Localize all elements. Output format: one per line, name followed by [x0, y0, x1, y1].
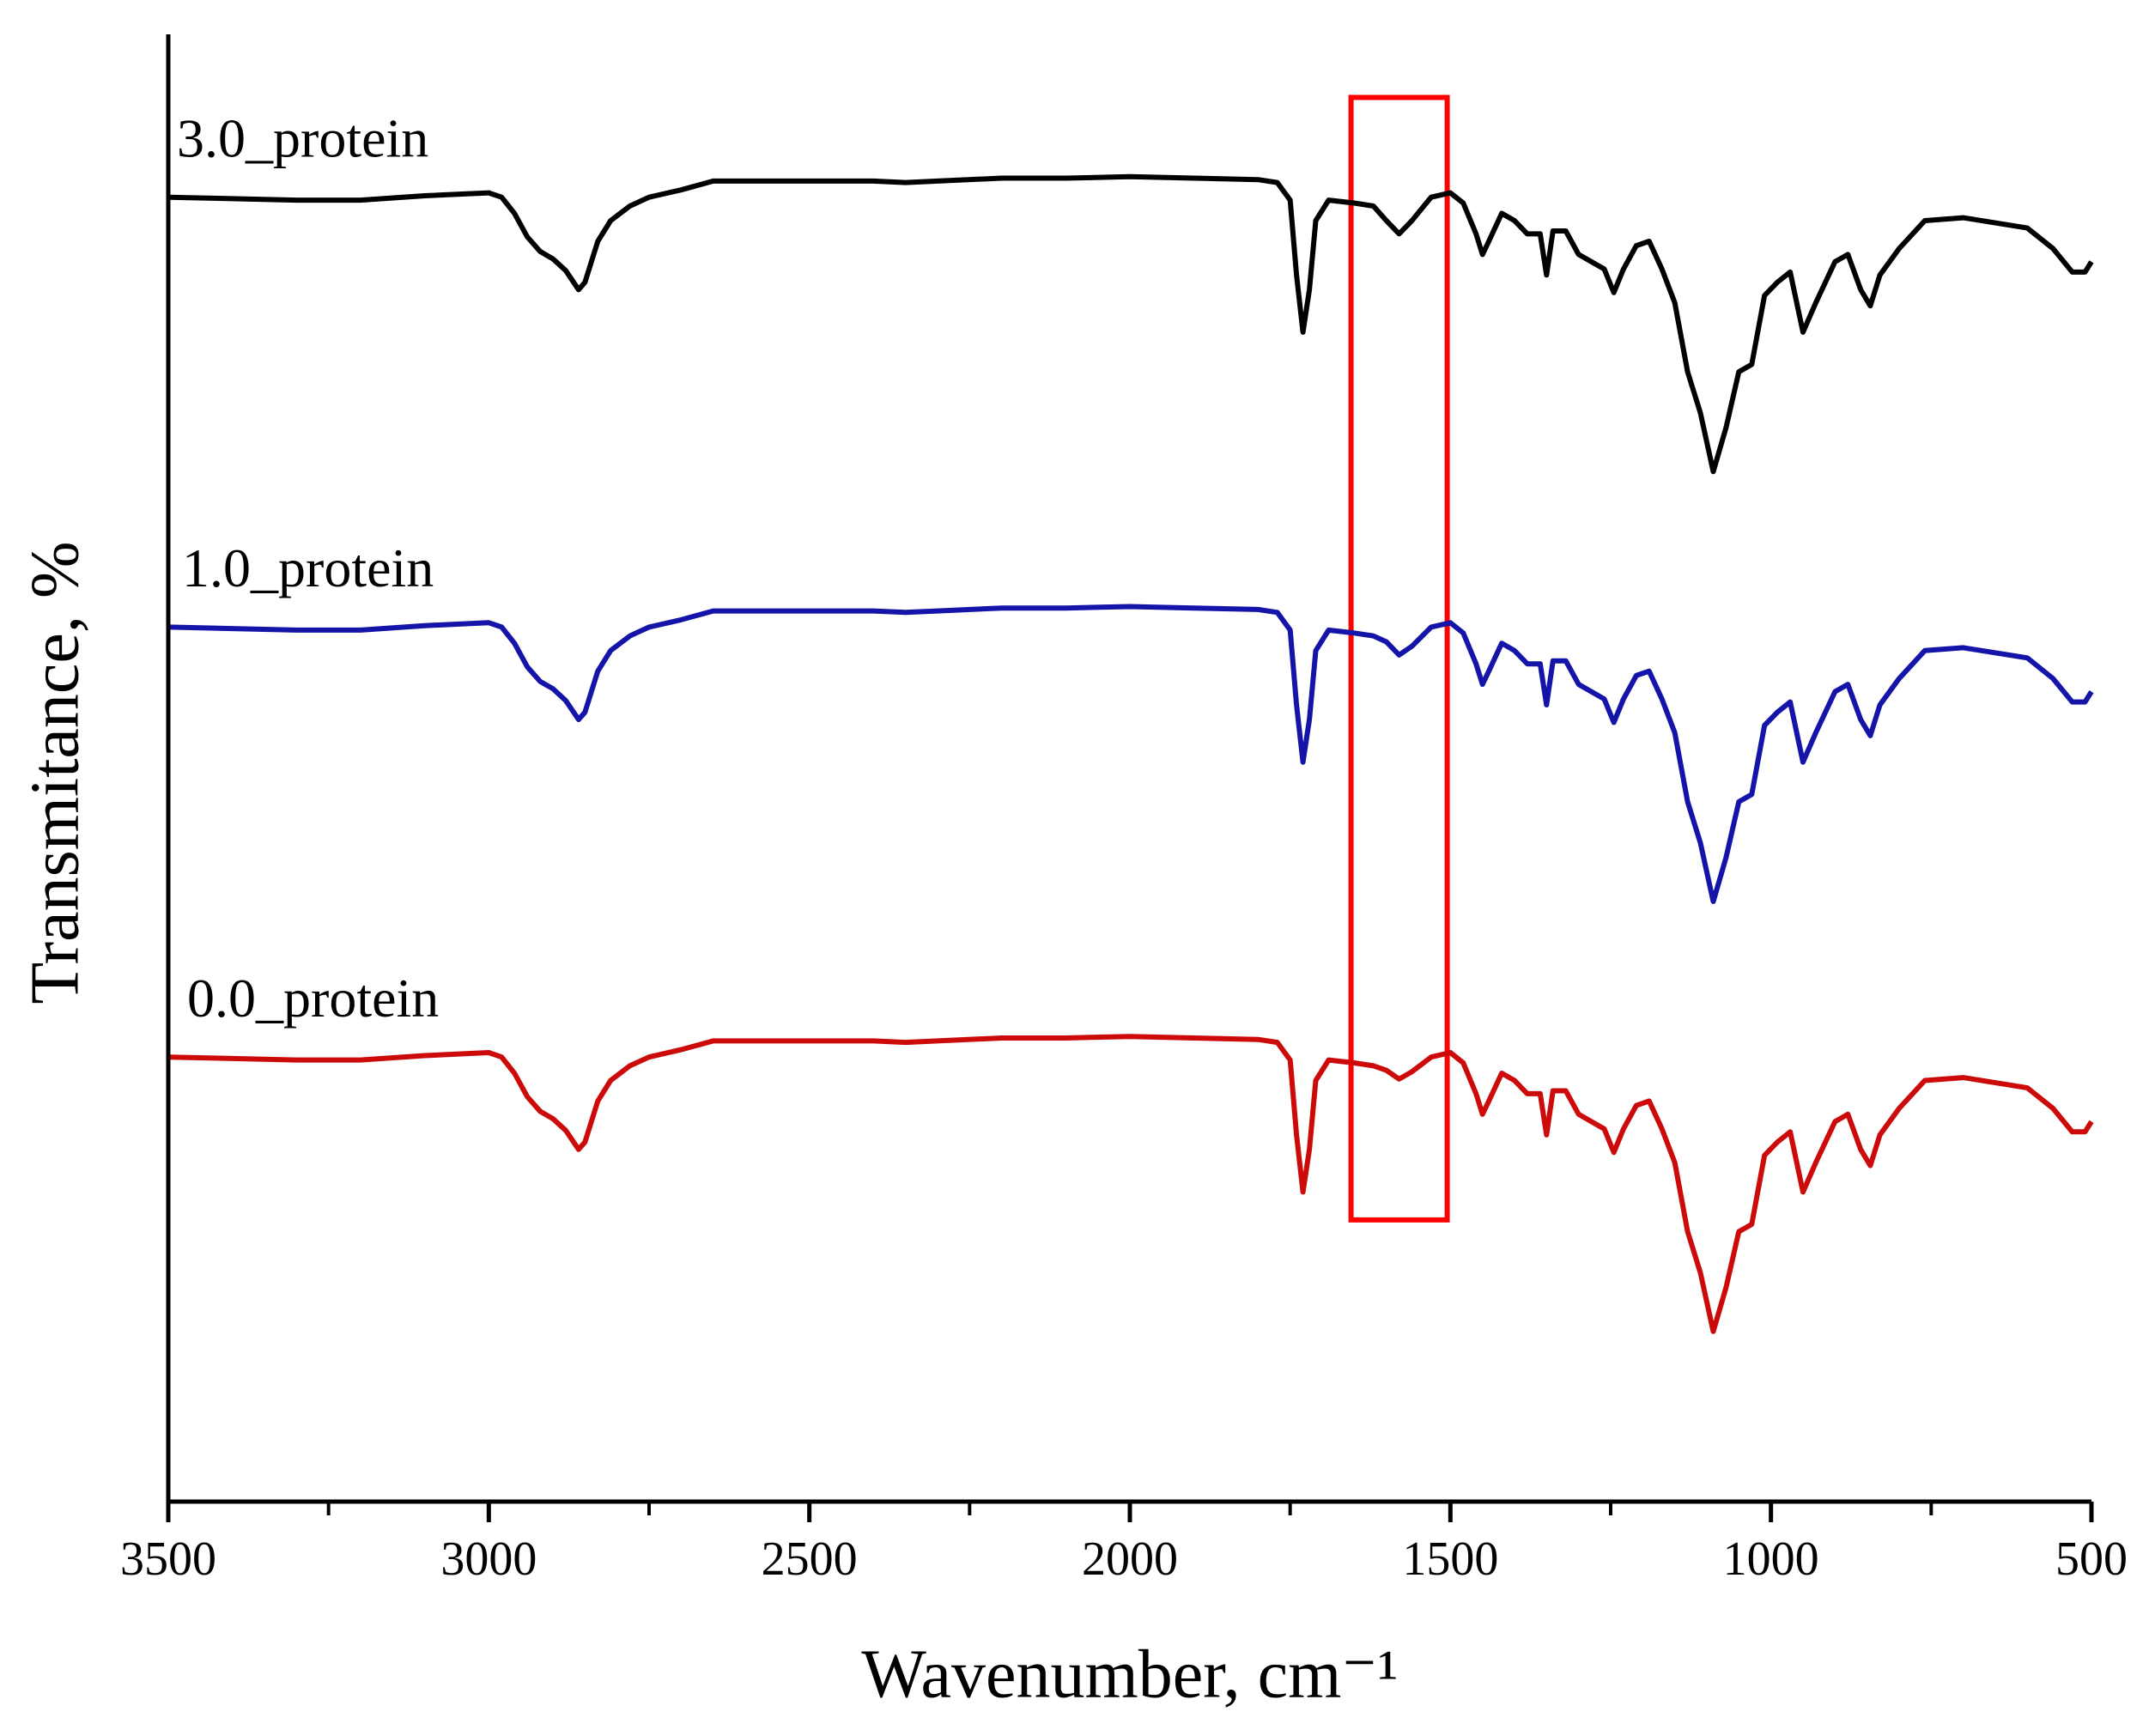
y-axis-label: Transmitance, %: [17, 541, 93, 1004]
series-label: 3.0_protein: [177, 107, 428, 168]
x-tick-label: 3000: [440, 1533, 537, 1586]
x-axis-label: Wavenumber, cm⁻¹: [861, 1636, 1398, 1712]
x-tick-label: 500: [2055, 1533, 2128, 1586]
x-tick-label: 2000: [1082, 1533, 1178, 1586]
x-tick-label: 3500: [120, 1533, 216, 1586]
spectrum-line: [167, 173, 2094, 475]
series-label: 0.0_protein: [187, 968, 439, 1029]
series-label: 1.0_protein: [182, 537, 434, 598]
x-tick-label: 2500: [762, 1533, 858, 1586]
spectrum-line: [167, 604, 2094, 904]
spectrum-line: [167, 1034, 2094, 1334]
x-tick-label: 1000: [1723, 1533, 1819, 1586]
highlight-box: [1348, 94, 1450, 1223]
x-tick-label: 1500: [1402, 1533, 1498, 1586]
